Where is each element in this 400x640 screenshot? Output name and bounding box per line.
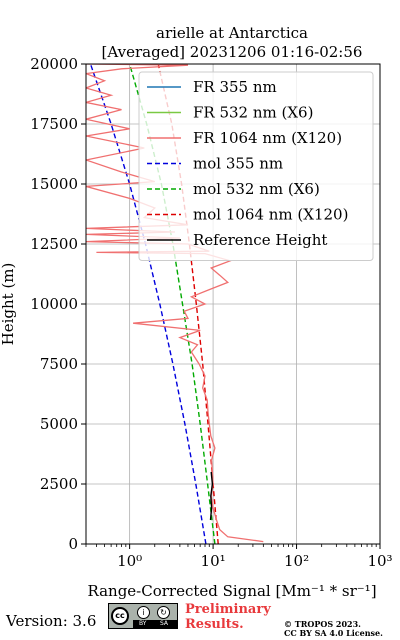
legend: FR 355 nm FR 532 nm (X6) FR 1064 nm (X120)… — [138, 71, 374, 261]
preliminary-notice: Preliminary Results. — [185, 602, 271, 632]
legend-label: FR 532 nm (X6) — [193, 104, 313, 122]
x-tick-label: 10⁰ — [117, 552, 142, 570]
legend-label: mol 355 nm — [193, 155, 283, 173]
chart-title-line2: [Averaged] 20231206 01:16-02:56 — [102, 43, 363, 61]
copyright-notice: © TROPOS 2023. CC BY SA 4.0 License. — [284, 620, 383, 638]
y-tick-label: 5000 — [40, 415, 78, 433]
cc-logo-icon: cc — [111, 607, 129, 625]
cc-sa-text: SA — [160, 620, 169, 627]
share-alike-icon: ↻ — [157, 606, 170, 619]
x-tick-label: 10¹ — [201, 552, 226, 570]
legend-label: mol 532 nm (X6) — [193, 180, 320, 198]
y-tick-label: 12500 — [30, 235, 78, 253]
version-label: Version: 3.6 — [6, 612, 97, 630]
preliminary-line2: Results. — [185, 617, 244, 632]
preliminary-line1: Preliminary — [185, 602, 271, 617]
legend-label: mol 1064 nm (X120) — [193, 206, 348, 224]
y-tick-label: 20000 — [30, 55, 78, 73]
legend-label: Reference Height — [193, 231, 327, 249]
y-tick-label: 7500 — [40, 355, 78, 373]
y-tick-label: 10000 — [30, 295, 78, 313]
y-axis-label: Height (m) — [0, 263, 17, 346]
y-tick-label: 17500 — [30, 115, 78, 133]
x-tick-label: 10² — [284, 552, 309, 570]
copyright-line2: CC BY SA 4.0 License. — [284, 628, 383, 638]
legend-box — [138, 71, 374, 261]
chart-title-line1: arielle at Antarctica — [156, 24, 308, 42]
x-axis-label: Range-Corrected Signal [Mm⁻¹ * sr⁻¹] — [87, 582, 376, 600]
attribution-icon: i — [137, 606, 150, 619]
legend-label: FR 1064 nm (X120) — [193, 129, 342, 147]
y-tick-label: 15000 — [30, 175, 78, 193]
series-reference-height — [209, 471, 214, 521]
series-mol-355-nm — [89, 64, 207, 544]
y-tick-label: 2500 — [40, 475, 78, 493]
x-tick-label: 10³ — [367, 552, 392, 570]
cc-license-badge[interactable]: cc i ↻ BY SA — [108, 603, 178, 629]
y-tick-label: 0 — [68, 535, 78, 553]
series-mol-532-nm-x6 — [128, 64, 216, 544]
license-strip: BY SA — [133, 620, 177, 628]
cc-by-text: BY — [139, 620, 147, 627]
copyright-line1: © TROPOS 2023. — [284, 619, 361, 629]
legend-label: FR 355 nm — [193, 78, 277, 96]
